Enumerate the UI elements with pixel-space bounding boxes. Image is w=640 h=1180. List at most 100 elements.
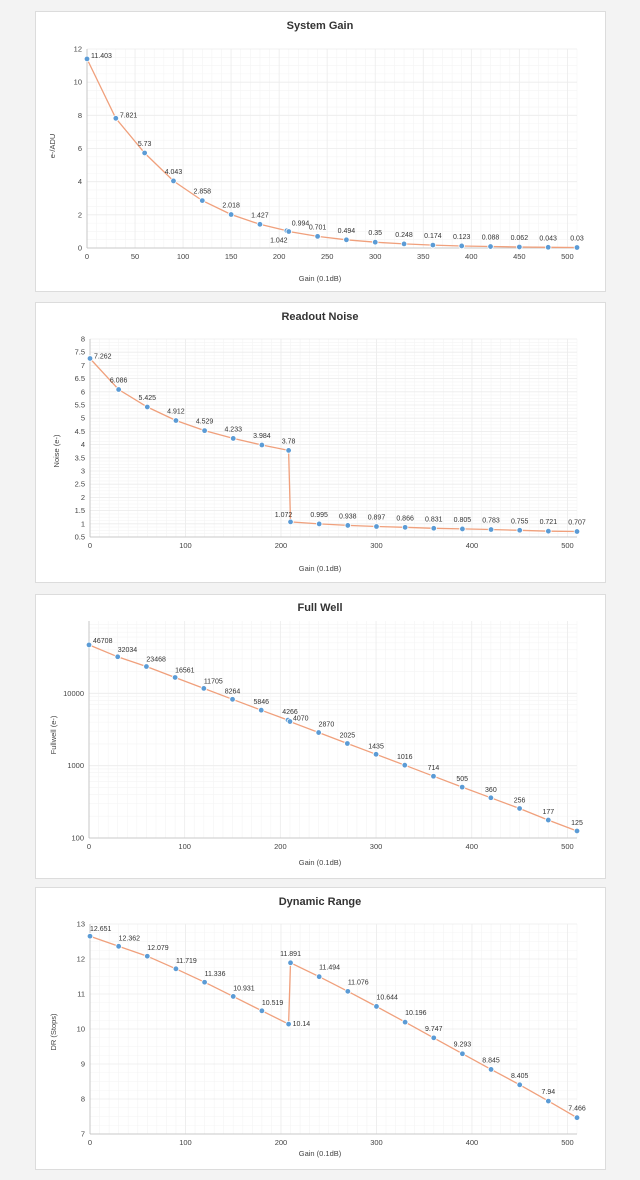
data-label: 1.072	[275, 512, 293, 519]
x-axis-label: Gain (0.1dB)	[299, 564, 342, 573]
data-point	[115, 386, 122, 393]
data-point	[545, 527, 552, 535]
data-point	[114, 653, 121, 660]
x-tick-label: 50	[131, 252, 139, 261]
data-point	[258, 1007, 266, 1015]
y-tick-label: 7	[81, 1130, 85, 1139]
y-axis-label: Fullwell (e-)	[49, 715, 58, 754]
data-label: 10.519	[262, 1000, 284, 1007]
data-point	[487, 1066, 495, 1073]
chart-panel-readout-noise: Readout Noise Noise (e-) Gain (0.1dB) 0.…	[35, 302, 606, 583]
data-point	[373, 1003, 380, 1010]
data-point	[287, 518, 294, 526]
data-label: 16561	[175, 667, 195, 674]
y-tick-label: 3.5	[75, 453, 85, 462]
data-point	[258, 706, 265, 714]
y-tick-label: 8	[81, 335, 85, 344]
full-well-chart: Full Well Fullwell (e-) Gain (0.1dB) 100…	[49, 602, 583, 867]
x-tick-label: 500	[561, 1138, 574, 1147]
data-label: 12.651	[90, 926, 112, 933]
data-point	[573, 528, 581, 535]
data-label: 0.721	[540, 519, 558, 526]
data-label: 10.14	[293, 1021, 311, 1028]
data-point	[201, 427, 208, 434]
series-line	[86, 58, 578, 249]
data-point	[143, 663, 150, 670]
data-label: 11.403	[91, 53, 112, 60]
y-tick-label: 2.5	[75, 480, 85, 489]
x-axis-label: Gain (0.1dB)	[299, 274, 342, 283]
x-tick-label: 300	[370, 842, 383, 851]
data-label: 0.248	[395, 232, 413, 239]
y-tick-label: 3	[81, 467, 85, 476]
data-label: 125	[571, 820, 583, 827]
data-label: 3.984	[253, 433, 271, 440]
data-label: 0.995	[310, 512, 328, 519]
data-point	[315, 973, 323, 980]
x-tick-label: 500	[561, 541, 574, 550]
data-label: 0.062	[511, 235, 529, 242]
data-label: 0.783	[482, 518, 500, 525]
x-tick-label: 200	[274, 842, 287, 851]
chart-panel-dynamic-range: Dynamic Range DR (Stops) Gain (0.1dB) 7 8…	[35, 887, 606, 1170]
data-point	[487, 243, 494, 250]
y-tick-label: 1.5	[75, 506, 85, 515]
x-tick-label: 0	[87, 842, 91, 851]
data-point	[344, 988, 352, 995]
plot-area: 7 8 9 10 11 12 13 0 100 200 300 400 500 12.651 12.362 1…	[77, 920, 586, 1148]
y-tick-label: 6	[78, 144, 82, 153]
x-tick-label: 300	[369, 252, 382, 261]
data-label: 505	[456, 776, 468, 783]
data-point	[86, 355, 94, 362]
data-label: 0.03	[570, 236, 584, 243]
data-point	[144, 953, 151, 960]
y-tick-label: 12	[77, 955, 85, 964]
y-tick-label: 4	[78, 177, 82, 186]
data-label: 7.94	[542, 1089, 556, 1096]
data-point	[171, 674, 179, 681]
data-label: 8.405	[511, 1073, 529, 1080]
data-point	[86, 933, 94, 940]
series-line	[88, 644, 578, 832]
data-point	[459, 525, 466, 533]
data-label: 10.644	[376, 994, 398, 1001]
data-point	[258, 441, 266, 449]
system-gain-chart: System Gain e-/ADU Gain (0.1dB) 0 2 4 6 8 10 1…	[48, 20, 584, 283]
chart-title: System Gain	[287, 20, 354, 32]
data-label: 10.196	[405, 1010, 427, 1017]
x-tick-label: 250	[321, 252, 334, 261]
x-tick-label: 100	[179, 541, 192, 550]
data-point	[344, 740, 351, 747]
data-label: 8264	[225, 688, 241, 695]
data-label: 0.805	[454, 517, 472, 524]
x-tick-label: 400	[465, 252, 478, 261]
data-point	[573, 827, 581, 835]
data-point	[170, 177, 177, 185]
data-label: 0.994	[292, 221, 310, 228]
data-point	[315, 729, 322, 736]
data-label: 256	[514, 797, 526, 804]
data-label: 23468	[146, 657, 166, 664]
y-tick-label: 7.5	[75, 348, 85, 357]
data-label: 11.719	[176, 958, 197, 965]
data-point	[373, 523, 380, 530]
data-point	[430, 1034, 437, 1042]
data-label: 5.425	[139, 395, 157, 402]
data-point	[516, 805, 523, 812]
data-point	[230, 993, 237, 1000]
y-tick-label: 8	[81, 1095, 85, 1104]
data-point	[516, 243, 523, 251]
data-label: 7.262	[94, 353, 112, 360]
data-point	[256, 221, 264, 228]
x-tick-label: 400	[465, 842, 478, 851]
y-tick-label: 1000	[67, 761, 84, 770]
data-label: 11.891	[280, 951, 301, 958]
data-point	[458, 242, 465, 250]
data-point	[344, 522, 352, 529]
data-label: 5.73	[138, 141, 152, 148]
data-point	[372, 751, 380, 758]
data-label: 11.076	[348, 979, 369, 986]
data-point	[315, 520, 323, 528]
x-tick-label: 400	[466, 1138, 479, 1147]
x-tick-label: 0	[85, 252, 89, 261]
